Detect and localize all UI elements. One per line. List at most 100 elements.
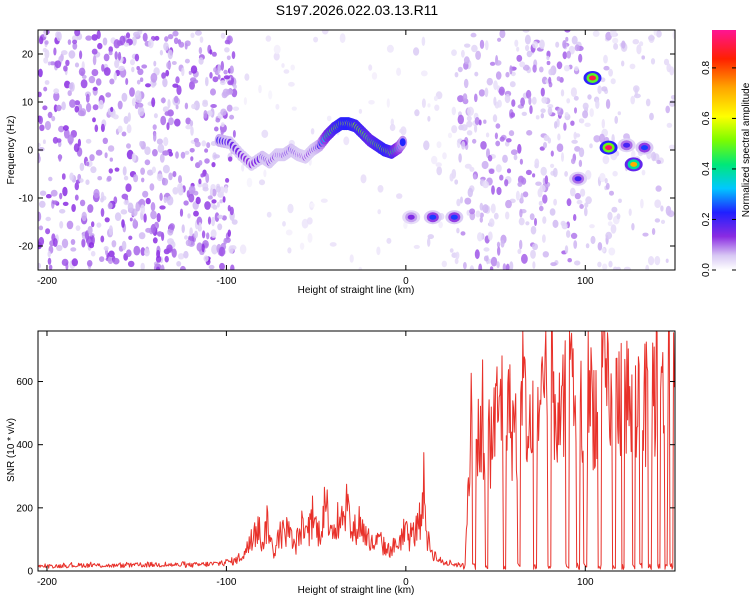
noise-cell — [506, 168, 512, 174]
noise-cell — [291, 106, 297, 111]
noise-cell — [612, 170, 618, 177]
noise-cell — [190, 65, 198, 74]
noise-cell — [172, 30, 179, 37]
noise-cell — [227, 205, 231, 212]
noise-cell — [431, 155, 438, 165]
noise-cell — [98, 99, 104, 110]
noise-cell — [216, 201, 220, 208]
noise-cell — [164, 111, 171, 116]
noise-cell — [135, 90, 142, 100]
noise-cell — [511, 99, 516, 107]
noise-cell — [85, 93, 90, 103]
noise-cell — [442, 152, 447, 160]
noise-cell — [621, 40, 626, 49]
noise-cell — [151, 97, 156, 108]
noise-cell — [112, 257, 120, 265]
noise-cell — [131, 36, 137, 46]
spectrogram-cells — [38, 30, 675, 270]
noise-cell — [172, 171, 177, 178]
noise-cell — [505, 138, 512, 143]
noise-cell — [552, 219, 559, 228]
noise-cell — [510, 112, 516, 118]
noise-cell — [100, 123, 105, 133]
noise-cell — [224, 185, 228, 194]
noise-cell — [550, 163, 555, 168]
noise-cell — [377, 209, 382, 215]
noise-cell — [509, 65, 513, 75]
noise-cell — [204, 201, 211, 210]
noise-cell — [111, 240, 117, 248]
noise-cell — [489, 266, 494, 270]
noise-cell — [299, 242, 305, 250]
noise-cell — [164, 255, 169, 263]
noise-cell — [574, 44, 580, 52]
noise-cell — [173, 37, 179, 45]
noise-cell — [184, 102, 189, 110]
noise-cell — [168, 172, 173, 181]
noise-cell — [79, 50, 83, 60]
noise-cell — [145, 83, 151, 88]
noise-cell — [540, 87, 545, 97]
noise-cell — [538, 200, 543, 206]
noise-cell — [566, 50, 571, 59]
noise-cell — [47, 257, 52, 265]
noise-cell — [88, 75, 96, 84]
noise-cell — [43, 86, 48, 92]
noise-cell — [343, 136, 350, 146]
noise-cell — [528, 96, 532, 106]
noise-cell — [175, 76, 180, 84]
noise-cell — [560, 109, 564, 115]
noise-cell — [516, 46, 520, 52]
noise-cell — [133, 31, 140, 37]
noise-cell — [141, 177, 145, 183]
noise-cell — [520, 97, 525, 107]
noise-cell — [227, 80, 234, 86]
noise-cell — [75, 225, 81, 232]
noise-cell — [178, 175, 182, 184]
x-tick-label: -200 — [37, 577, 57, 588]
noise-cell — [151, 166, 156, 174]
noise-cell — [97, 42, 103, 50]
noise-cell — [59, 221, 64, 229]
noise-cell — [607, 221, 613, 227]
x-tick-label: -100 — [216, 276, 236, 287]
noise-cell — [130, 59, 135, 66]
noise-cell — [191, 103, 197, 110]
noise-cell — [56, 244, 63, 252]
noise-cell — [613, 43, 619, 50]
noise-cell — [53, 88, 60, 94]
noise-cell — [61, 173, 66, 180]
noise-cell — [150, 72, 158, 83]
noise-cell — [654, 199, 662, 208]
noise-cell — [273, 52, 280, 61]
noise-cell — [522, 191, 529, 198]
noise-cell — [209, 187, 213, 198]
colorbar: 0.0 0.2 0.4 0.6 0.8 Normalized spectral ampl… — [701, 30, 750, 277]
noise-cell — [574, 260, 581, 266]
noise-cell — [231, 88, 238, 98]
noise-cell — [72, 42, 78, 50]
noise-cell — [219, 199, 223, 204]
noise-cell — [532, 173, 536, 178]
noise-cell — [529, 213, 535, 221]
y-tick-label: 10 — [22, 98, 34, 109]
noise-cell — [183, 250, 189, 259]
noise-cell — [566, 98, 571, 104]
noise-cell — [50, 189, 58, 197]
noise-cell — [172, 187, 179, 195]
noise-cell — [493, 212, 499, 220]
noise-cell — [108, 250, 115, 258]
noise-cell — [177, 183, 183, 191]
noise-cell — [618, 198, 622, 203]
noise-cell — [152, 124, 157, 130]
noise-cell — [498, 89, 505, 95]
noise-cell — [107, 256, 114, 265]
noise-cell — [95, 149, 103, 156]
noise-cell — [224, 39, 230, 45]
noise-cell — [211, 162, 216, 168]
noise-cell — [184, 43, 188, 50]
noise-cell — [574, 66, 579, 72]
noise-cell — [540, 108, 546, 113]
noise-cell — [436, 166, 443, 176]
noise-cell — [184, 58, 190, 64]
